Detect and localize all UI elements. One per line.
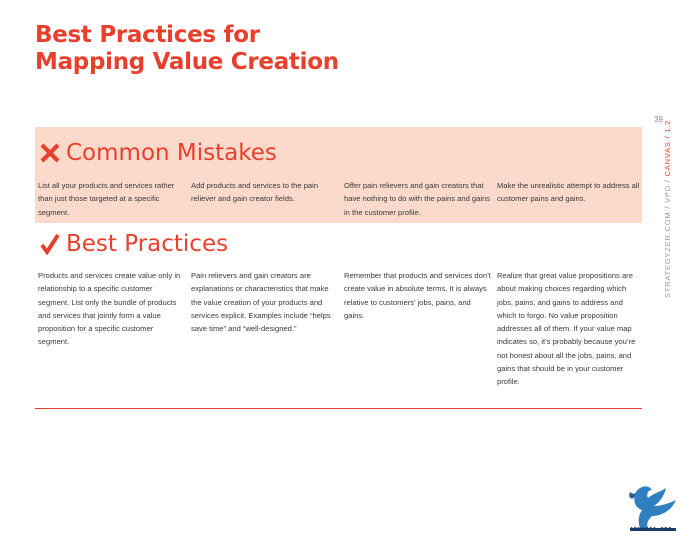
checkmark-icon: [39, 233, 61, 256]
mistake-item: Make the unrealistic attempt to address …: [497, 181, 640, 204]
best-practices-title: Best Practices: [66, 231, 229, 257]
eagle-logo-icon: [629, 486, 676, 531]
watermark-text: ARMASIA.ORG: [630, 527, 672, 533]
cross-icon: [39, 142, 61, 164]
common-mistakes-band: [35, 127, 642, 223]
side-label-prefix: STRATEGYZER.COM / VPD /: [663, 176, 672, 298]
common-mistakes-title: Common Mistakes: [66, 140, 277, 166]
page-title-line-1: Best Practices for: [35, 22, 260, 48]
page-number: 39: [654, 115, 663, 124]
practice-item: Realize that great value propositions ar…: [497, 271, 636, 387]
section-divider: [35, 408, 642, 409]
best-practices-heading: Best Practices: [39, 231, 228, 257]
mistake-item: Add products and services to the pain re…: [191, 181, 319, 204]
mistake-item: Offer pain relievers and gain creators t…: [344, 181, 491, 217]
side-label-highlight: CANVAS / 1.2: [663, 119, 672, 177]
common-mistakes-columns: List all your products and services rath…: [38, 179, 650, 219]
common-mistakes-heading: Common Mistakes: [39, 140, 277, 166]
page-title: Best Practices for Mapping Value Creatio…: [35, 22, 339, 76]
mistake-item: List all your products and services rath…: [38, 181, 175, 217]
side-running-label: STRATEGYZER.COM / VPD / CANVAS / 1.2: [663, 120, 672, 298]
practice-item: Remember that products and services don’…: [344, 271, 491, 320]
practice-item: Products and services create value only …: [38, 271, 181, 347]
best-practices-columns: Products and services create value only …: [38, 269, 650, 389]
practice-item: Pain relievers and gain creators are exp…: [191, 271, 331, 334]
page-title-line-2: Mapping Value Creation: [35, 49, 339, 75]
